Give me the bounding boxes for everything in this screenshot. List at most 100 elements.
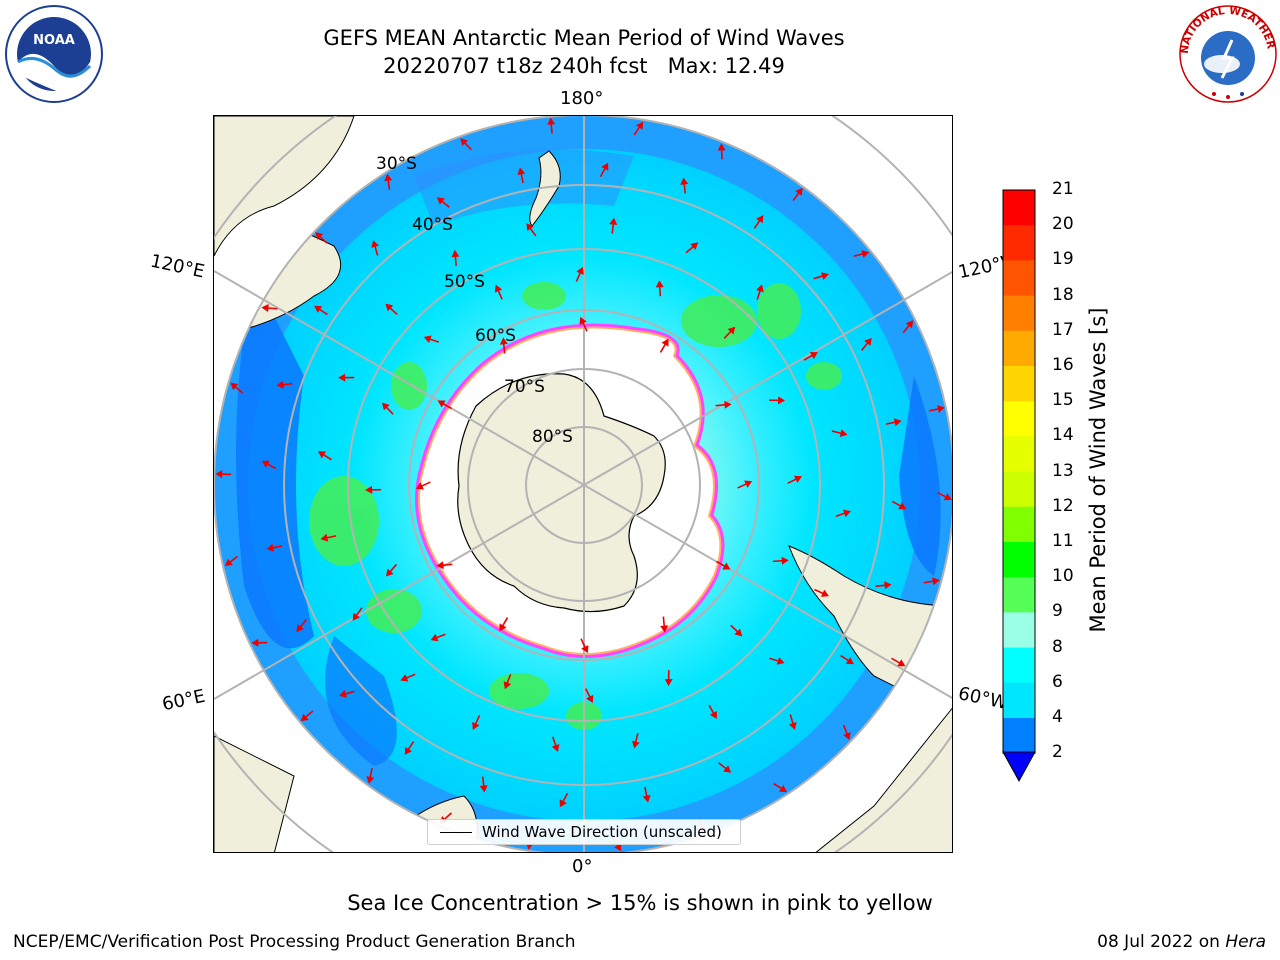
wind-arrow bbox=[575, 266, 584, 282]
wind-arrow bbox=[642, 786, 651, 803]
wind-arrow bbox=[352, 607, 363, 621]
wind-arrow bbox=[423, 335, 440, 344]
wind-arrow bbox=[835, 509, 851, 518]
colorbar-cell bbox=[1003, 401, 1035, 437]
wind-arrow bbox=[789, 714, 797, 730]
wind-arrow bbox=[923, 577, 940, 586]
wind-arrow bbox=[385, 563, 398, 577]
wind-arrow bbox=[499, 337, 508, 354]
wind-arrow bbox=[861, 337, 872, 351]
colorbar-tick-label: 12 bbox=[1052, 495, 1074, 516]
colorbar-tick-label: 15 bbox=[1052, 390, 1074, 411]
colorbar-extend-arrow bbox=[1002, 751, 1036, 783]
colorbar-label: Mean Period of Wind Waves [s] bbox=[1086, 307, 1110, 633]
wind-arrow bbox=[404, 741, 415, 755]
colorbar bbox=[1002, 189, 1036, 783]
wind-arrow bbox=[842, 724, 851, 741]
colorbar-tick-label: 20 bbox=[1052, 214, 1074, 235]
nws-logo: NATIONAL WEATHER SERVICE bbox=[1178, 4, 1277, 103]
land-antarctica bbox=[457, 373, 666, 613]
wind-arrow bbox=[479, 776, 488, 793]
wind-arrow bbox=[415, 481, 431, 490]
wind-arrow bbox=[937, 491, 952, 501]
wind-arrow bbox=[261, 460, 277, 470]
wind-arrow bbox=[718, 762, 732, 773]
wind-arrow bbox=[261, 304, 278, 313]
colorbar-tick-label: 2 bbox=[1052, 742, 1063, 763]
wind-arrow bbox=[599, 162, 609, 178]
polar-map: 30°S 40°S 50°S 60°S 70°S 80°S bbox=[213, 115, 953, 853]
colorbar-tick-label: 17 bbox=[1052, 319, 1074, 340]
noaa-logo-text: NOAA bbox=[33, 33, 75, 48]
wind-arrow bbox=[499, 617, 509, 632]
colorbar-tick-label: 6 bbox=[1052, 671, 1063, 692]
colorbar-cell bbox=[1003, 190, 1035, 226]
legend-label: Wind Wave Direction (unscaled) bbox=[482, 823, 722, 841]
wind-arrow bbox=[814, 588, 829, 597]
wind-arrow bbox=[437, 400, 452, 410]
lon-label-120e: 120°E bbox=[148, 250, 207, 283]
lon-label-0: 0° bbox=[572, 856, 593, 877]
colorbar-tick-label: 9 bbox=[1052, 601, 1063, 622]
wind-arrow bbox=[551, 736, 560, 752]
wind-arrow bbox=[831, 429, 848, 438]
colorbar-cell bbox=[1003, 330, 1035, 367]
wind-arrow bbox=[385, 303, 398, 316]
wind-arrow bbox=[792, 187, 803, 202]
wind-arrow bbox=[224, 555, 239, 567]
colorbar-cell bbox=[1003, 506, 1035, 543]
deep-blue-south-indian bbox=[325, 636, 397, 766]
wind-arrow bbox=[526, 223, 537, 237]
map-legend: Wind Wave Direction (unscaled) bbox=[427, 819, 741, 845]
footer-date: 08 Jul 2022 on Hera bbox=[1097, 932, 1266, 952]
colorbar-tick-label: 8 bbox=[1052, 636, 1063, 657]
wind-arrow bbox=[230, 382, 244, 394]
wind-arrow bbox=[436, 561, 453, 570]
sea-ice-note: Sea Ice Concentration > 15% is shown in … bbox=[347, 891, 933, 915]
lat-label-40s: 40°S bbox=[412, 215, 453, 235]
colorbar-tick-label: 21 bbox=[1052, 179, 1074, 199]
colorbar-cell bbox=[1003, 366, 1035, 402]
colorbar-cell bbox=[1003, 682, 1035, 719]
colorbar-tick-label: 16 bbox=[1052, 355, 1074, 375]
noaa-logo: NOAA bbox=[5, 5, 103, 103]
wind-arrow bbox=[891, 657, 906, 667]
footer-machine: Hera bbox=[1225, 932, 1266, 952]
wind-arrow bbox=[451, 249, 460, 266]
colorbar-tick-label: 14 bbox=[1052, 425, 1074, 446]
wind-arrow bbox=[840, 654, 854, 665]
lon-label-60e: 60°E bbox=[160, 685, 207, 716]
wind-arrow bbox=[756, 284, 764, 300]
colorbar-cell bbox=[1003, 471, 1035, 508]
wind-arrow bbox=[715, 400, 732, 409]
footer-credit: NCEP/EMC/Verification Post Processing Pr… bbox=[13, 932, 576, 952]
wind-arrow bbox=[338, 373, 355, 382]
wind-arrow bbox=[660, 616, 669, 633]
wind-arrow bbox=[891, 500, 907, 510]
wind-arrow bbox=[853, 250, 870, 258]
colorbar-tick-label: 19 bbox=[1052, 249, 1074, 270]
colorbar-cell bbox=[1003, 577, 1035, 613]
wind-arrow bbox=[266, 543, 283, 552]
colorbar-tick-label: 10 bbox=[1052, 566, 1074, 587]
wind-arrow bbox=[494, 284, 503, 300]
wind-arrow bbox=[769, 657, 785, 665]
wind-arrow bbox=[685, 242, 699, 254]
colorbar-cell bbox=[1003, 260, 1035, 297]
wind-arrow bbox=[547, 117, 556, 134]
wind-arrow bbox=[384, 173, 393, 190]
wind-arrow bbox=[885, 418, 902, 427]
wind-arrow bbox=[300, 710, 314, 722]
colorbar-tick-label: 11 bbox=[1052, 531, 1074, 551]
wind-arrow bbox=[314, 305, 328, 316]
wind-arrow bbox=[631, 732, 640, 749]
wind-arrow bbox=[276, 380, 293, 389]
green-wave-patches bbox=[309, 282, 842, 730]
colorbar-cell bbox=[1003, 295, 1035, 332]
deep-blue-indian bbox=[236, 276, 314, 649]
wind-arrow bbox=[753, 215, 764, 229]
wind-arrow bbox=[655, 280, 664, 297]
colorbar-cell bbox=[1003, 542, 1035, 578]
colorbar-cell bbox=[1003, 436, 1035, 473]
wind-arrow bbox=[430, 633, 446, 642]
